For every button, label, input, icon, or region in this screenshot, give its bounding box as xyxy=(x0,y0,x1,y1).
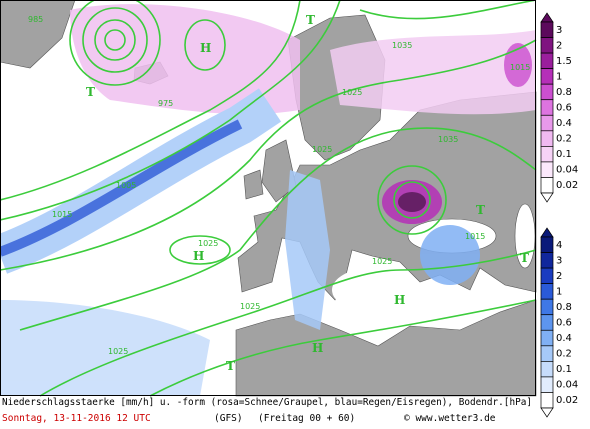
scale-label: 1 xyxy=(556,286,562,297)
low-label: T xyxy=(306,13,315,27)
high-label: H xyxy=(394,293,405,307)
greenland xyxy=(0,0,76,69)
scale-box xyxy=(540,99,554,116)
scale-box xyxy=(540,361,554,378)
snow-area xyxy=(504,43,532,87)
isobar-label: 1025 xyxy=(372,257,392,266)
isobar-label: 1025 xyxy=(342,88,362,97)
scale-box xyxy=(540,37,554,54)
model: (GFS) xyxy=(214,413,243,424)
scale-label: 0.2 xyxy=(556,349,572,360)
scale-arrow xyxy=(540,12,554,23)
scale-box xyxy=(540,392,554,409)
scale-box xyxy=(540,83,554,101)
snow-area xyxy=(398,192,426,212)
scale-box xyxy=(540,130,554,147)
map: 985 975 1035 1035 1025 1025 1005 1015 10… xyxy=(0,0,537,397)
scale-box xyxy=(540,114,554,132)
scale-box xyxy=(540,236,554,253)
isobar-label: 975 xyxy=(158,99,173,108)
caption: Niederschlagsstaerke [mm/h] u. -form (ro… xyxy=(2,397,532,408)
scale-box xyxy=(540,252,554,269)
scale-box xyxy=(540,52,554,69)
scale-box xyxy=(540,345,554,362)
low-label: T xyxy=(226,359,235,373)
isobar-label: 1025 xyxy=(312,145,332,154)
rain-area xyxy=(285,170,330,330)
scale-label: 1.5 xyxy=(556,56,572,67)
low-label: T xyxy=(476,203,485,217)
isobar-label: 1015 xyxy=(465,232,485,241)
scale-label: 0.1 xyxy=(556,149,572,160)
rain-area xyxy=(0,300,210,396)
ireland xyxy=(243,169,264,200)
high-label: H xyxy=(193,249,204,263)
isobar-label: 1025 xyxy=(198,239,218,248)
britain xyxy=(261,139,297,203)
precipitation xyxy=(0,4,536,396)
scale-box xyxy=(540,161,554,178)
scale-label: 1 xyxy=(556,71,562,82)
isobar-label: 1035 xyxy=(392,41,412,50)
scale-label: 0.02 xyxy=(556,180,578,191)
run: (Freitag 00 + 60) xyxy=(258,413,355,424)
footer: Niederschlagsstaerke [mm/h] u. -form (ro… xyxy=(2,397,532,424)
rain-area xyxy=(420,225,480,285)
scale-box xyxy=(540,314,554,331)
scale-label: 0.1 xyxy=(556,364,572,375)
high-label: H xyxy=(312,341,323,355)
snow-area xyxy=(70,4,300,115)
scale-label: 0.04 xyxy=(556,165,578,176)
isobar-label: 1005 xyxy=(116,181,136,190)
scale-box xyxy=(540,267,554,284)
scale-label: 3 xyxy=(556,255,562,266)
isobar-label: 1025 xyxy=(240,302,260,311)
mediterranean xyxy=(332,268,412,312)
scale-box xyxy=(540,177,554,194)
map-frame xyxy=(0,0,536,396)
isobar-label: 1015 xyxy=(510,63,530,72)
snow-area xyxy=(330,30,536,115)
scale-label: 0.2 xyxy=(556,134,572,145)
scale-label: 2 xyxy=(556,271,562,282)
scale-box xyxy=(540,68,554,85)
low-label: T xyxy=(86,85,95,99)
scale-label: 3 xyxy=(556,25,562,36)
scale-label: 2 xyxy=(556,40,562,51)
scale-label: 0.02 xyxy=(556,395,578,406)
isobar-label: 1015 xyxy=(52,210,72,219)
scale-label: 4 xyxy=(556,240,562,251)
scale-label: 0.8 xyxy=(556,302,572,313)
scale-box xyxy=(540,146,554,163)
date: Sonntag, 13-11-2016 12 UTC xyxy=(2,413,151,424)
scale-label: 0.4 xyxy=(556,333,572,344)
high-label: H xyxy=(200,41,211,55)
scale-label: 0.6 xyxy=(556,318,572,329)
scale-box xyxy=(540,376,554,393)
map-labels: 985 975 1035 1035 1025 1025 1005 1015 10… xyxy=(28,13,530,373)
scale-box xyxy=(540,21,554,38)
isobar-label: 985 xyxy=(28,15,43,24)
credit: © www.wetter3.de xyxy=(404,413,496,424)
isobars xyxy=(0,0,537,397)
scale-box xyxy=(540,298,554,316)
scale-box xyxy=(540,283,554,300)
scale-label: 0.4 xyxy=(556,118,572,129)
scale-label: 0.6 xyxy=(556,103,572,114)
scale-arrow xyxy=(540,227,554,238)
low-label: T xyxy=(520,251,529,265)
isobar-label: 1035 xyxy=(438,135,458,144)
legends: 3 2 1.5 1 0.8 0.6 0.4 0.2 0.1 0.04 0.02 4 3 2 1 0.8 0.6 0… xyxy=(540,12,578,418)
scale-label: 0.04 xyxy=(556,380,578,391)
isobar-label: 1025 xyxy=(108,347,128,356)
rain-area xyxy=(0,119,243,257)
scale-label: 0.8 xyxy=(556,87,572,98)
scale-arrow xyxy=(540,192,554,203)
scale-box xyxy=(540,329,554,347)
scale-arrow xyxy=(540,407,554,418)
